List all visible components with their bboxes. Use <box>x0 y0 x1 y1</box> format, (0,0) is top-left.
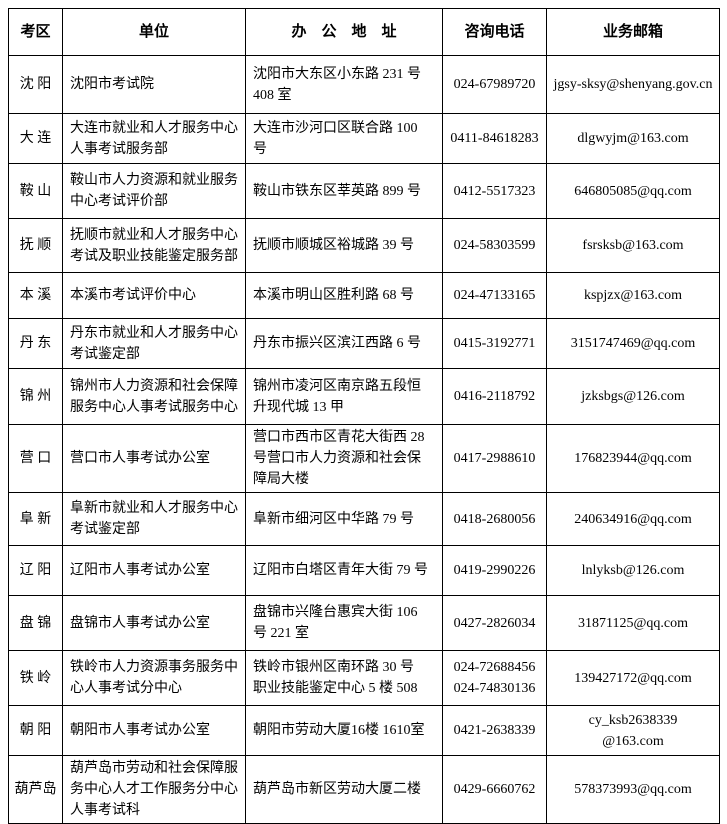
unit-cell: 盘锦市人事考试办公室 <box>62 595 246 651</box>
column-header-unit: 单位 <box>62 8 246 56</box>
phone-cell: 0411-84618283 <box>442 113 547 164</box>
email-cell: fsrsksb@163.com <box>546 218 720 273</box>
region-cell: 鞍 山 <box>8 163 63 219</box>
phone-cell: 0418-2680056 <box>442 492 547 546</box>
phone-cell: 0421-2638339 <box>442 705 547 756</box>
table-row: 阜 新 阜新市就业和人才服务中心 考试鉴定部 阜新市细河区中华路 79 号 04… <box>8 492 720 546</box>
address-cell: 营口市西市区青花大街西 28 号营口市人力资源和社会保 障局大楼 <box>245 424 443 493</box>
column-header-phone: 咨询电话 <box>442 8 547 56</box>
address-cell: 大连市沙河口区联合路 100 号 <box>245 113 443 164</box>
region-cell: 朝 阳 <box>8 705 63 756</box>
unit-cell: 辽阳市人事考试办公室 <box>62 545 246 596</box>
email-cell: 139427172@qq.com <box>546 650 720 706</box>
unit-cell: 阜新市就业和人才服务中心 考试鉴定部 <box>62 492 246 546</box>
region-cell: 阜 新 <box>8 492 63 546</box>
table-row: 葫芦岛 葫芦岛市劳动和社会保障服 务中心人才工作服务分中心 人事考试科 葫芦岛市… <box>8 755 720 824</box>
region-cell: 盘 锦 <box>8 595 63 651</box>
region-cell: 大 连 <box>8 113 63 164</box>
region-cell: 抚 顺 <box>8 218 63 273</box>
email-cell: 3151747469@qq.com <box>546 318 720 369</box>
table-row: 盘 锦 盘锦市人事考试办公室 盘锦市兴隆台惠宾大街 106 号 221 室 04… <box>8 595 720 651</box>
table-row: 沈 阳 沈阳市考试院 沈阳市大东区小东路 231 号 408 室 024-679… <box>8 55 720 114</box>
unit-cell: 沈阳市考试院 <box>62 55 246 114</box>
phone-cell: 0415-3192771 <box>442 318 547 369</box>
region-cell: 本 溪 <box>8 272 63 319</box>
phone-cell: 0416-2118792 <box>442 368 547 425</box>
region-cell: 辽 阳 <box>8 545 63 596</box>
region-cell: 沈 阳 <box>8 55 63 114</box>
email-cell: lnlyksb@126.com <box>546 545 720 596</box>
region-cell: 锦 州 <box>8 368 63 425</box>
phone-cell: 0429-6660762 <box>442 755 547 824</box>
phone-cell: 0419-2990226 <box>442 545 547 596</box>
region-cell: 葫芦岛 <box>8 755 63 824</box>
phone-cell: 024-58303599 <box>442 218 547 273</box>
email-cell: cy_ksb2638339 @163.com <box>546 705 720 756</box>
email-cell: jzksbgs@126.com <box>546 368 720 425</box>
unit-cell: 丹东市就业和人才服务中心 考试鉴定部 <box>62 318 246 369</box>
email-cell: 646805085@qq.com <box>546 163 720 219</box>
unit-cell: 铁岭市人力资源事务服务中 心人事考试分中心 <box>62 650 246 706</box>
table-row: 鞍 山 鞍山市人力资源和就业服务 中心考试评价部 鞍山市铁东区莘英路 899 号… <box>8 163 720 219</box>
address-cell: 阜新市细河区中华路 79 号 <box>245 492 443 546</box>
table-row: 辽 阳 辽阳市人事考试办公室 辽阳市白塔区青年大街 79 号 0419-2990… <box>8 545 720 596</box>
email-cell: 31871125@qq.com <box>546 595 720 651</box>
unit-cell: 营口市人事考试办公室 <box>62 424 246 493</box>
phone-cell: 0412-5517323 <box>442 163 547 219</box>
header-row: 考区 单位 办 公 地 址 咨询电话 业务邮箱 <box>8 8 720 56</box>
table-row: 抚 顺 抚顺市就业和人才服务中心 考试及职业技能鉴定服务部 抚顺市顺城区裕城路 … <box>8 218 720 273</box>
address-cell: 鞍山市铁东区莘英路 899 号 <box>245 163 443 219</box>
unit-cell: 鞍山市人力资源和就业服务 中心考试评价部 <box>62 163 246 219</box>
phone-cell: 024-67989720 <box>442 55 547 114</box>
address-cell: 盘锦市兴隆台惠宾大街 106 号 221 室 <box>245 595 443 651</box>
phone-cell: 0417-2988610 <box>442 424 547 493</box>
email-cell: 240634916@qq.com <box>546 492 720 546</box>
address-cell: 辽阳市白塔区青年大街 79 号 <box>245 545 443 596</box>
address-cell: 朝阳市劳动大厦16楼 1610室 <box>245 705 443 756</box>
unit-cell: 大连市就业和人才服务中心 人事考试服务部 <box>62 113 246 164</box>
address-cell: 本溪市明山区胜利路 68 号 <box>245 272 443 319</box>
email-cell: kspjzx@163.com <box>546 272 720 319</box>
table-row: 朝 阳 朝阳市人事考试办公室 朝阳市劳动大厦16楼 1610室 0421-263… <box>8 705 720 756</box>
table-row: 营 口 营口市人事考试办公室 营口市西市区青花大街西 28 号营口市人力资源和社… <box>8 424 720 493</box>
region-cell: 营 口 <box>8 424 63 493</box>
phone-cell: 024-72688456 024-74830136 <box>442 650 547 706</box>
address-cell: 葫芦岛市新区劳动大厦二楼 <box>245 755 443 824</box>
email-cell: jgsy-sksy@shenyang.gov.cn <box>546 55 720 114</box>
unit-cell: 朝阳市人事考试办公室 <box>62 705 246 756</box>
contact-table: 考区 单位 办 公 地 址 咨询电话 业务邮箱 沈 阳 沈阳市考试院 沈阳市大东… <box>8 8 720 824</box>
column-header-address: 办 公 地 址 <box>245 8 443 56</box>
email-cell: dlgwyjm@163.com <box>546 113 720 164</box>
address-cell: 锦州市凌河区南京路五段恒 升现代城 13 甲 <box>245 368 443 425</box>
column-header-region: 考区 <box>8 8 63 56</box>
unit-cell: 本溪市考试评价中心 <box>62 272 246 319</box>
table-row: 丹 东 丹东市就业和人才服务中心 考试鉴定部 丹东市振兴区滨江西路 6 号 04… <box>8 318 720 369</box>
table-row: 本 溪 本溪市考试评价中心 本溪市明山区胜利路 68 号 024-4713316… <box>8 272 720 319</box>
email-cell: 176823944@qq.com <box>546 424 720 493</box>
address-cell: 抚顺市顺城区裕城路 39 号 <box>245 218 443 273</box>
region-cell: 铁 岭 <box>8 650 63 706</box>
unit-cell: 葫芦岛市劳动和社会保障服 务中心人才工作服务分中心 人事考试科 <box>62 755 246 824</box>
email-cell: 578373993@qq.com <box>546 755 720 824</box>
unit-cell: 抚顺市就业和人才服务中心 考试及职业技能鉴定服务部 <box>62 218 246 273</box>
address-cell: 丹东市振兴区滨江西路 6 号 <box>245 318 443 369</box>
table-row: 大 连 大连市就业和人才服务中心 人事考试服务部 大连市沙河口区联合路 100 … <box>8 113 720 164</box>
table-row: 铁 岭 铁岭市人力资源事务服务中 心人事考试分中心 铁岭市银州区南环路 30 号… <box>8 650 720 706</box>
address-cell: 铁岭市银州区南环路 30 号 职业技能鉴定中心 5 楼 508 <box>245 650 443 706</box>
column-header-email: 业务邮箱 <box>546 8 720 56</box>
region-cell: 丹 东 <box>8 318 63 369</box>
unit-cell: 锦州市人力资源和社会保障 服务中心人事考试服务中心 <box>62 368 246 425</box>
address-cell: 沈阳市大东区小东路 231 号 408 室 <box>245 55 443 114</box>
phone-cell: 0427-2826034 <box>442 595 547 651</box>
table-row: 锦 州 锦州市人力资源和社会保障 服务中心人事考试服务中心 锦州市凌河区南京路五… <box>8 368 720 425</box>
phone-cell: 024-47133165 <box>442 272 547 319</box>
